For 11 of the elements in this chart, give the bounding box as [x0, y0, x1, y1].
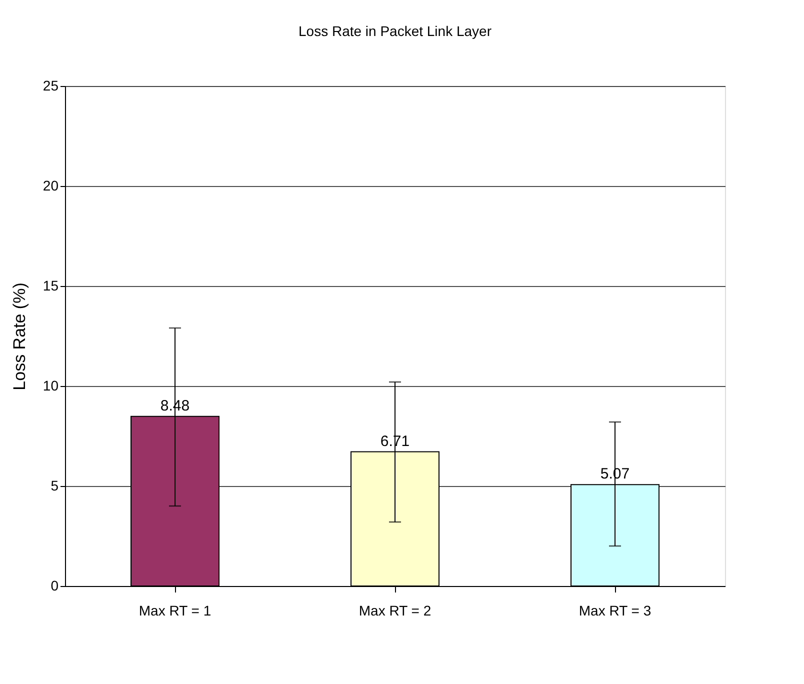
y-tick-label: 15 — [42, 278, 59, 294]
x-tick-label: Max RT = 1 — [138, 602, 212, 618]
y-axis-title: Loss Rate (%) — [10, 282, 29, 390]
x-tick-label: Max RT = 2 — [358, 602, 432, 618]
y-tick-label: 0 — [50, 578, 59, 594]
x-tick-label: Max RT = 3 — [578, 602, 652, 618]
y-tick-label: 5 — [50, 478, 59, 494]
y-tick-label: 10 — [42, 378, 59, 394]
y-tick-label: 20 — [42, 178, 59, 194]
y-tick-label: 25 — [42, 78, 59, 94]
chart-title: Loss Rate in Packet Link Layer — [298, 23, 492, 39]
